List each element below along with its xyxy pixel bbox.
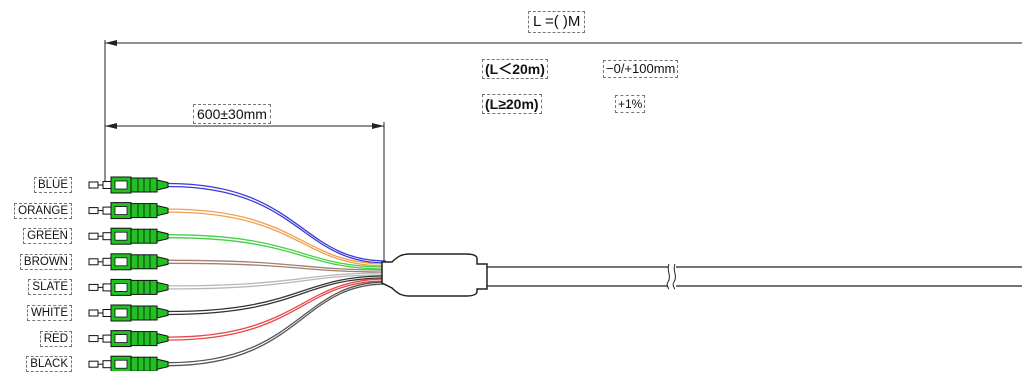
sc-connector-white xyxy=(88,304,169,322)
breakout-boot xyxy=(381,253,488,297)
wire-label-black: BLACK xyxy=(26,356,72,372)
sc-connector-black xyxy=(88,355,169,371)
wire-brown xyxy=(167,259,387,271)
tolerance-long-condition: (L≥20m) xyxy=(482,94,542,114)
wire-label-blue: BLUE xyxy=(33,177,72,193)
wires-layer xyxy=(167,182,387,367)
wire-white xyxy=(167,275,387,313)
sc-connector-orange xyxy=(88,202,169,220)
wire-orange xyxy=(167,208,387,265)
wire-label-brown: BROWN xyxy=(19,253,72,270)
wire-label-white: WHITE xyxy=(26,305,72,321)
wire-green-strand xyxy=(167,237,387,270)
cable-break-mark-left xyxy=(666,263,670,290)
sc-connector-green xyxy=(88,227,169,245)
wire-blue xyxy=(167,182,387,262)
wire-black-strand xyxy=(167,283,387,367)
cable-break-mark-right xyxy=(672,263,676,290)
wire-label-red: RED xyxy=(39,330,72,347)
wire-orange-strand xyxy=(167,211,387,267)
sc-connector-brown xyxy=(88,253,169,271)
sc-connector-red xyxy=(88,330,169,348)
wire-label-green: GREEN xyxy=(23,228,72,245)
wire-brown-strand xyxy=(167,262,387,273)
wire-white-strand xyxy=(167,277,387,316)
fanout-arrow-right xyxy=(372,123,384,129)
fanout-arrow-left xyxy=(105,123,117,129)
wire-slate xyxy=(167,272,387,287)
wire-blue-strand xyxy=(167,185,387,264)
total-length-arrow xyxy=(105,40,117,46)
tolerance-long-value: +1% xyxy=(615,95,646,113)
wire-label-slate: SLATE xyxy=(28,279,72,296)
wire-red-strand xyxy=(167,280,387,341)
cable-break-gap xyxy=(668,265,676,288)
wire-green xyxy=(167,234,387,268)
wire-black xyxy=(167,281,387,364)
sc-connector-blue xyxy=(88,176,169,194)
wire-slate-strand xyxy=(167,274,387,290)
total-length-label: L =( )M xyxy=(528,11,586,33)
sc-connector-slate xyxy=(88,278,169,296)
fanout-length-label: 600±30mm xyxy=(193,104,271,124)
wire-red xyxy=(167,278,387,338)
wire-label-orange: ORANGE xyxy=(14,202,72,219)
tolerance-short-value: −0/+100mm xyxy=(603,60,679,78)
connectors-layer xyxy=(88,176,169,371)
tolerance-short-condition: (L＜20m) xyxy=(482,59,548,79)
